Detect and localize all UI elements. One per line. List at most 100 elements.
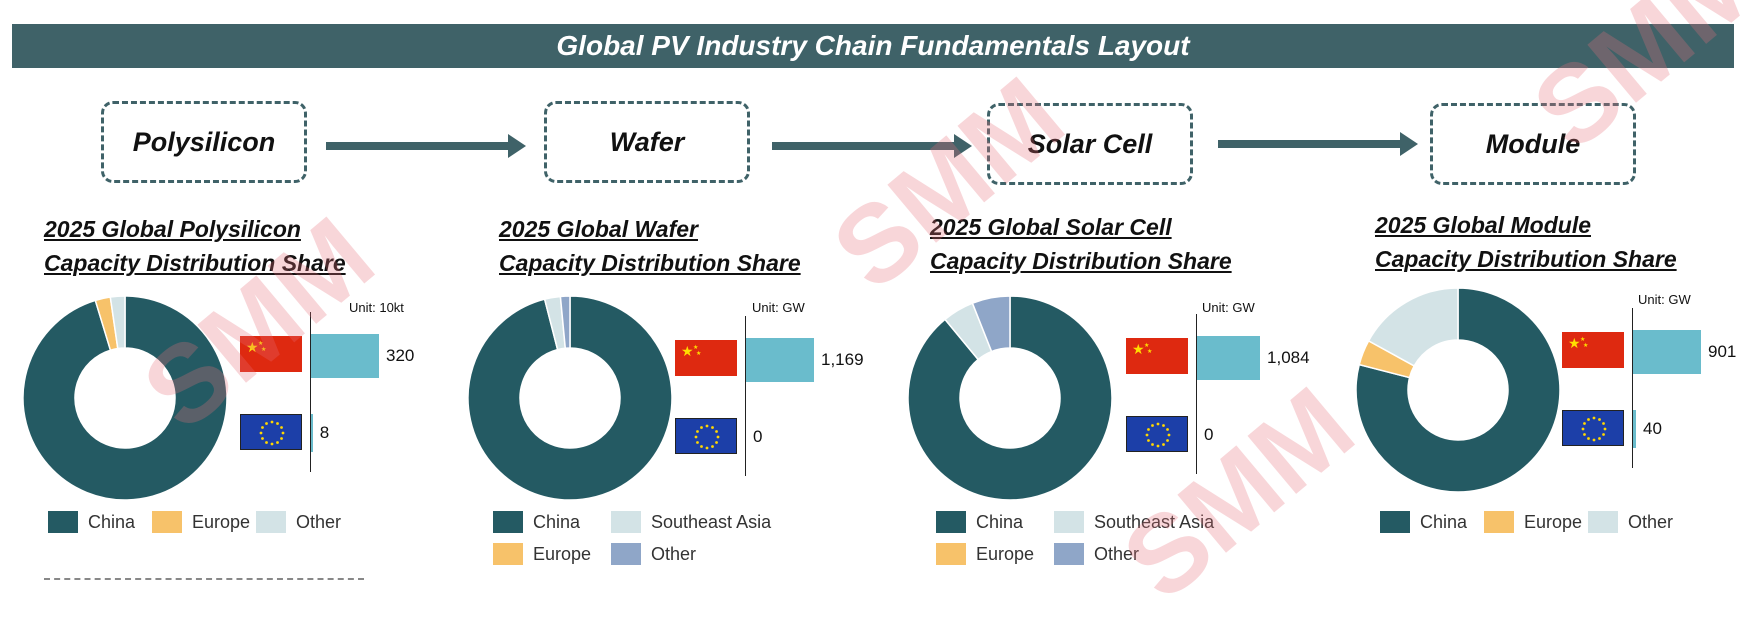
legend-swatch — [1054, 543, 1084, 565]
legend-swatch — [1380, 511, 1410, 533]
bar-value-label: 8 — [319, 423, 330, 442]
chart-title-line2: Capacity Distribution Share — [44, 250, 346, 276]
legend-item: Europe — [936, 543, 1034, 565]
watermark-logo: SMM — [1100, 363, 1377, 624]
bar-axis — [310, 312, 311, 472]
bar-value-label: 0 — [753, 427, 763, 446]
legend-item: China — [493, 511, 580, 533]
legend-label: Other — [1628, 511, 1674, 532]
bar-axis — [1196, 314, 1197, 474]
stage-label: Wafer — [609, 126, 685, 157]
legend-item: Other — [1054, 543, 1139, 565]
title-bar: Global PV Industry Chain Fundamentals La… — [12, 24, 1734, 68]
china-flag-icon: ★ ★ ★ — [675, 340, 737, 376]
stage-solar-cell: Solar Cell — [987, 103, 1193, 185]
legend-item: Other — [611, 543, 696, 565]
legend-item: China — [936, 511, 1023, 533]
bar-value-label: 1,084 — [1267, 348, 1310, 367]
bar-axis — [1632, 308, 1633, 468]
legend-swatch — [493, 543, 523, 565]
bar-china — [746, 338, 814, 382]
legend-label: China — [88, 511, 136, 532]
unit-label: Unit: GW — [752, 300, 805, 315]
chart-title-line1: 2025 Global Polysilicon — [44, 216, 301, 242]
chart-title: 2025 Global Wafer Capacity Distribution S… — [499, 212, 801, 280]
pie-slice-china — [907, 295, 1113, 501]
legend-item: Europe — [152, 511, 250, 533]
legend-label: China — [533, 511, 581, 532]
unit-label: Unit: 10kt — [349, 300, 404, 315]
legend-label: Europe — [533, 543, 592, 564]
legend-swatch — [1054, 511, 1084, 533]
pie-slice-other — [559, 295, 571, 350]
pie-slice-other — [971, 295, 1011, 353]
legend-swatch — [611, 511, 641, 533]
legend-swatch — [152, 511, 182, 533]
pie-slice-other — [1367, 287, 1459, 367]
legend-swatch — [611, 543, 641, 565]
stage-module: Module — [1430, 103, 1636, 185]
china-flag-icon: ★ ★ ★ — [240, 336, 302, 372]
flow-arrow-3 — [1218, 132, 1418, 156]
donut-chart — [907, 295, 1113, 501]
stage-label: Polysilicon — [132, 126, 276, 157]
eu-flag-icon — [1126, 416, 1188, 452]
legend-swatch — [493, 511, 523, 533]
bar-europe — [311, 414, 313, 452]
bar-china — [311, 334, 379, 378]
legend-label: Other — [651, 543, 697, 564]
legend-item: Europe — [1484, 511, 1582, 533]
svg-text:★: ★ — [1580, 336, 1585, 343]
legend-swatch — [1588, 511, 1618, 533]
chart-title-line2: Capacity Distribution Share — [499, 250, 801, 276]
legend-item: China — [48, 511, 135, 533]
svg-text:★: ★ — [693, 344, 698, 351]
legend-item: Other — [1588, 511, 1673, 533]
stage-polysilicon: Polysilicon — [101, 101, 307, 183]
svg-text:★: ★ — [258, 340, 263, 347]
chart-title: 2025 Global Polysilicon Capacity Distribu… — [44, 212, 346, 280]
unit-label: Unit: GW — [1202, 300, 1255, 315]
svg-text:★: ★ — [261, 346, 266, 353]
bar-china — [1633, 330, 1701, 374]
eu-flag-icon — [1562, 410, 1624, 446]
svg-text:★: ★ — [681, 343, 694, 359]
legend-swatch — [936, 543, 966, 565]
chart-title-line1: 2025 Global Module — [1375, 212, 1591, 238]
legend-item: Southeast Asia — [1054, 511, 1214, 533]
legend-item: China — [1380, 511, 1467, 533]
svg-text:★: ★ — [1568, 335, 1581, 351]
chart-title-line2: Capacity Distribution Share — [1375, 246, 1677, 272]
pie-slice-other — [109, 295, 126, 350]
legend-swatch — [936, 511, 966, 533]
eu-flag-icon — [675, 418, 737, 454]
svg-text:★: ★ — [1147, 348, 1152, 355]
chart-title-line1: 2025 Global Solar Cell — [930, 214, 1172, 240]
bar-value-label: 901 — [1708, 342, 1737, 361]
legend-swatch — [256, 511, 286, 533]
china-flag-icon: ★ ★ ★ — [1562, 332, 1624, 368]
pie-slice-china — [1355, 287, 1561, 493]
china-flag-icon: ★ ★ ★ — [1126, 338, 1188, 374]
legend-label: Europe — [976, 543, 1035, 564]
bar-value-label: 320 — [386, 346, 415, 365]
svg-text:★: ★ — [1132, 341, 1145, 357]
legend-label: China — [976, 511, 1024, 532]
unit-label: Unit: GW — [1638, 292, 1691, 307]
legend-item: Europe — [493, 543, 591, 565]
svg-text:★: ★ — [1583, 342, 1588, 349]
pie-slice-china — [22, 295, 228, 501]
legend-label: Europe — [192, 511, 251, 532]
flow-arrow-1 — [326, 134, 526, 158]
svg-text:★: ★ — [1144, 342, 1149, 349]
pie-slice-china — [467, 295, 673, 501]
legend-item: Other — [256, 511, 341, 533]
svg-text:★: ★ — [246, 339, 259, 355]
stage-wafer: Wafer — [544, 101, 750, 183]
decorative-dashes — [44, 578, 364, 584]
donut-chart — [1355, 287, 1561, 493]
bar-value-label: 1,169 — [821, 350, 864, 369]
bar-value-label: 0 — [1204, 425, 1214, 444]
donut-chart — [22, 295, 228, 501]
flow-arrow-2 — [772, 134, 972, 158]
